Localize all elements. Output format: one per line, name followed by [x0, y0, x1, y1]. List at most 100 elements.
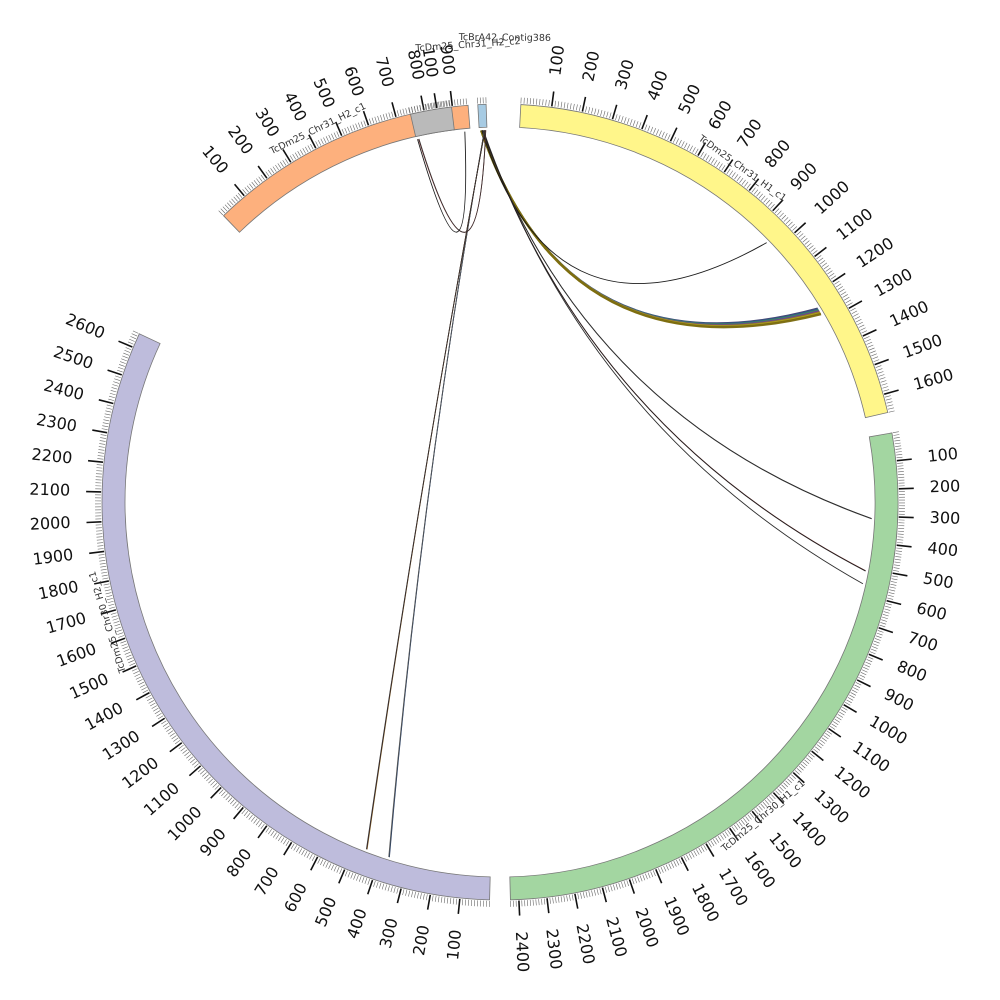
minor-tick: [323, 137, 327, 144]
minor-tick: [751, 187, 756, 193]
tick-label: 1000: [866, 711, 911, 748]
minor-tick: [284, 158, 289, 164]
minor-tick: [388, 112, 391, 119]
tick-label: 1100: [833, 204, 877, 244]
minor-tick: [270, 830, 275, 837]
minor-tick: [705, 154, 710, 161]
minor-tick: [153, 707, 159, 712]
minor-tick: [161, 720, 167, 725]
minor-tick: [111, 387, 118, 390]
minor-tick: [883, 389, 890, 392]
tick-label: 900: [786, 159, 821, 194]
minor-tick: [893, 570, 900, 572]
minor-tick: [835, 283, 842, 288]
minor-tick: [317, 139, 322, 146]
minor-tick: [569, 103, 572, 110]
minor-tick: [887, 407, 894, 410]
minor-tick: [298, 848, 303, 854]
minor-tick: [897, 536, 904, 538]
minor-tick: [639, 875, 643, 882]
minor-tick: [860, 327, 866, 331]
minor-tick: [693, 850, 698, 857]
minor-tick: [250, 816, 256, 822]
minor-tick: [830, 275, 837, 280]
minor-tick: [344, 870, 348, 877]
minor-tick: [387, 885, 390, 892]
minor-tick: [686, 144, 691, 150]
minor-tick: [206, 776, 211, 782]
minor-tick: [866, 659, 873, 663]
tick-label: 2500: [51, 342, 96, 373]
minor-tick: [890, 583, 897, 586]
minor-tick: [712, 839, 717, 845]
minor-tick: [798, 233, 804, 238]
minor-tick: [807, 755, 813, 760]
minor-tick: [436, 101, 439, 108]
minor-tick: [352, 124, 356, 131]
minor-tick: [859, 674, 866, 678]
minor-tick: [434, 895, 437, 902]
minor-tick: [887, 594, 894, 597]
minor-tick: [846, 699, 852, 704]
minor-tick: [97, 458, 104, 460]
minor-tick: [892, 575, 899, 578]
minor-tick: [839, 711, 845, 716]
minor-tick: [124, 349, 131, 353]
minor-tick: [555, 897, 557, 904]
minor-tick: [118, 364, 125, 367]
minor-tick: [102, 422, 109, 425]
minor-tick: [881, 383, 888, 386]
minor-tick: [333, 865, 337, 872]
minor-tick: [97, 545, 104, 547]
major-tick: [89, 550, 105, 555]
minor-tick: [218, 210, 224, 216]
major-tick: [449, 90, 454, 106]
minor-tick: [850, 307, 856, 312]
minor-tick: [360, 121, 364, 128]
minor-tick: [438, 101, 440, 108]
minor-tick: [317, 858, 321, 864]
minor-tick: [104, 589, 111, 592]
minor-tick: [621, 881, 624, 888]
minor-tick: [100, 434, 107, 436]
minor-tick: [895, 445, 902, 447]
minor-tick: [894, 558, 901, 561]
minor-tick: [875, 635, 882, 639]
minor-tick: [609, 112, 612, 119]
minor-tick: [135, 676, 142, 680]
minor-tick: [834, 718, 840, 723]
minor-tick: [129, 338, 135, 342]
tick-label: 400: [643, 68, 672, 103]
minor-tick: [236, 805, 242, 811]
minor-tick: [425, 894, 428, 901]
minor-tick: [745, 816, 750, 822]
minor-tick: [582, 892, 585, 899]
tick-label: 100: [545, 44, 568, 77]
minor-tick: [253, 818, 258, 824]
minor-tick: [560, 896, 563, 903]
minor-tick: [635, 121, 639, 128]
minor-tick: [764, 800, 770, 805]
minor-tick: [597, 109, 600, 116]
minor-tick: [696, 849, 700, 855]
major-tick: [118, 340, 133, 348]
tick-label: 2300: [35, 410, 78, 436]
minor-tick: [711, 158, 715, 164]
minor-tick: [700, 846, 705, 852]
minor-tick: [857, 321, 863, 326]
major-tick: [868, 653, 883, 661]
minor-tick: [656, 129, 659, 136]
minor-tick: [736, 175, 741, 182]
minor-tick: [110, 612, 117, 615]
major-tick: [697, 142, 707, 156]
minor-tick: [678, 139, 682, 146]
minor-tick: [895, 448, 902, 450]
major-tick: [655, 869, 663, 884]
minor-tick: [624, 117, 627, 123]
minor-tick: [105, 592, 112, 595]
minor-tick: [591, 890, 594, 897]
minor-tick: [106, 407, 112, 410]
minor-tick: [566, 895, 568, 902]
tick-label: 1500: [765, 829, 805, 873]
minor-tick: [650, 871, 654, 878]
